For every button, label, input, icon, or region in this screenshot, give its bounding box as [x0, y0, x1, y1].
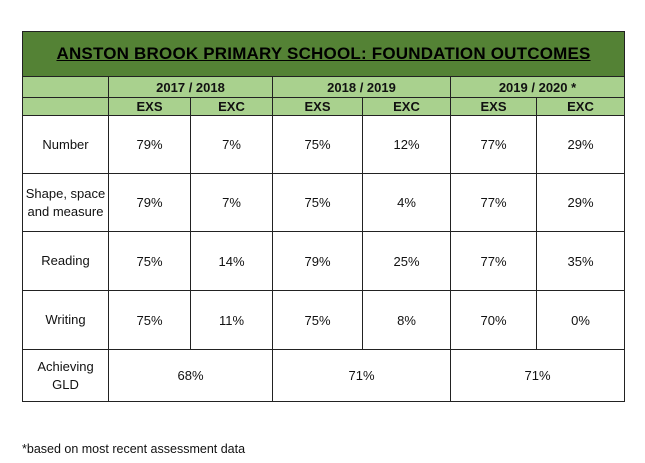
gld-cell: 68% — [108, 349, 273, 402]
year-header: 2018 / 2019 — [272, 76, 451, 98]
table-row-gld: Achieving GLD 68% 71% 71% — [22, 349, 626, 402]
table-cell: 29% — [535, 173, 626, 232]
gld-cell: 71% — [272, 349, 451, 402]
table-cell: 7% — [190, 173, 273, 232]
table-cell: 77% — [450, 231, 537, 291]
table-row: Number 79% 7% 75% 12% 77% 29% — [22, 115, 626, 174]
table-cell: 29% — [535, 115, 626, 174]
subheader-exs: EXS — [450, 97, 537, 116]
table-row: Shape, space and measure 79% 7% 75% 4% 7… — [22, 173, 626, 232]
table-cell: 11% — [190, 290, 273, 350]
table-cell: 79% — [108, 115, 191, 174]
table-cell: 25% — [362, 231, 451, 291]
outcomes-table: ANSTON BROOK PRIMARY SCHOOL: FOUNDATION … — [21, 31, 626, 402]
table-cell: 77% — [450, 173, 537, 232]
row-label: Number — [22, 115, 109, 174]
row-label: Reading — [22, 231, 109, 291]
table-row: Reading 75% 14% 79% 25% 77% 35% — [22, 231, 626, 291]
table-cell: 35% — [535, 231, 626, 291]
row-label: Writing — [22, 290, 109, 350]
table-cell: 8% — [362, 290, 451, 350]
subheader-blank-cell — [22, 97, 109, 116]
subheader-exs: EXS — [272, 97, 363, 116]
row-label: Shape, space and measure — [22, 173, 109, 232]
subheader-exc: EXC — [535, 97, 626, 116]
table-cell: 70% — [450, 290, 537, 350]
table-cell: 77% — [450, 115, 537, 174]
header-blank-cell — [22, 76, 109, 98]
table-cell: 75% — [272, 173, 363, 232]
table-cell: 75% — [272, 115, 363, 174]
gld-cell: 71% — [449, 349, 626, 402]
table-cell: 0% — [535, 290, 626, 350]
table-cell: 79% — [272, 231, 363, 291]
table-cell: 75% — [108, 231, 191, 291]
year-header: 2017 / 2018 — [108, 76, 273, 98]
page-title: ANSTON BROOK PRIMARY SCHOOL: FOUNDATION … — [21, 31, 626, 77]
table-cell: 12% — [362, 115, 451, 174]
table-cell: 7% — [190, 115, 273, 174]
subheader-exc: EXC — [362, 97, 451, 116]
subheader-exc: EXC — [190, 97, 273, 116]
table-cell: 75% — [272, 290, 363, 350]
table-cell: 79% — [108, 173, 191, 232]
footnote: *based on most recent assessment data — [22, 442, 246, 456]
table-cell: 14% — [190, 231, 273, 291]
table-row: Writing 75% 11% 75% 8% 70% 0% — [22, 290, 626, 350]
table-cell: 75% — [108, 290, 191, 350]
subheader-exs: EXS — [108, 97, 191, 116]
year-header: 2019 / 2020 * — [449, 76, 626, 98]
table-cell: 4% — [362, 173, 451, 232]
row-label: Achieving GLD — [22, 349, 109, 402]
